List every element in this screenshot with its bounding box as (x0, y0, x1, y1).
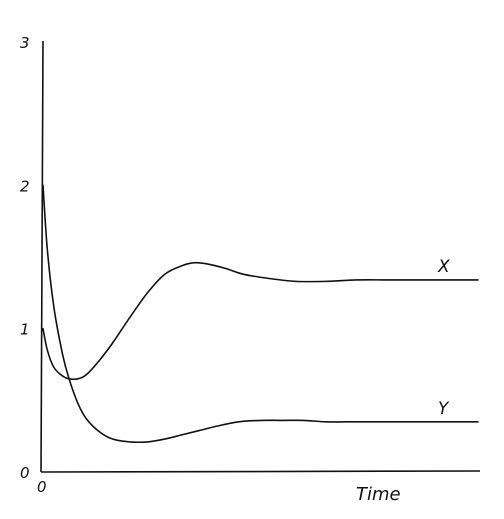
series-end-label-x: X (437, 257, 450, 277)
series-line-y (42, 184, 479, 444)
series-end-label-y: Y (438, 399, 450, 419)
y-tick-label: 0 (20, 464, 30, 482)
y-tick-label: 2 (20, 177, 30, 195)
y-tick-label: 1 (20, 321, 30, 339)
y-tick-labels: 0 1 2 3 (20, 34, 30, 482)
series-line-x (42, 261, 479, 381)
axes (40, 40, 481, 473)
y-axis (40, 40, 44, 473)
series-layer: XY (42, 184, 479, 444)
x-axis (40, 470, 481, 473)
x-axis-label: Time (356, 484, 401, 505)
y-tick-label: 3 (20, 34, 30, 52)
x-tick-label-origin: 0 (37, 478, 47, 496)
